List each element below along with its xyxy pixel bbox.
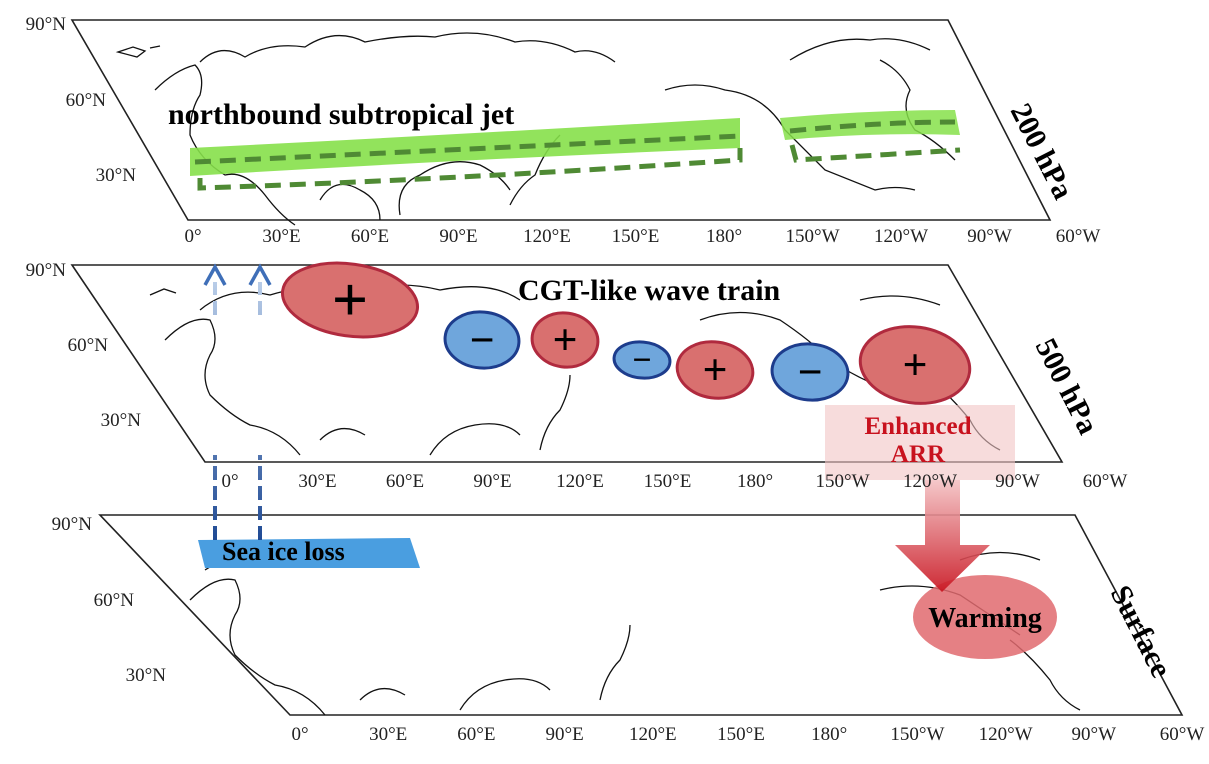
- minus-sign: −: [797, 348, 822, 397]
- negative-anomaly: −: [770, 342, 850, 402]
- anomaly-ellipse: [280, 261, 420, 339]
- lon-tick-label: 90°E: [439, 226, 477, 247]
- anomaly-ellipse: [530, 311, 600, 369]
- lon-tick-label: 60°E: [386, 471, 424, 492]
- map-frame: [70, 264, 1064, 463]
- anomaly-ellipse: [770, 342, 850, 402]
- plus-sign: +: [702, 346, 727, 395]
- lon-tick-label: 120°W: [903, 471, 957, 492]
- climatological-jet-dashed: [197, 144, 961, 191]
- level-label-surface: Surface: [1104, 580, 1178, 683]
- lon-tick-label: 30°E: [262, 226, 300, 247]
- lon-tick-label: 180°: [706, 226, 742, 247]
- negative-anomaly: −: [443, 310, 521, 370]
- arrow-up-icon: [203, 263, 272, 286]
- lat-tick-label: 90°N: [52, 514, 93, 535]
- lon-tick-label: 0°: [184, 226, 201, 247]
- lat-tick-label: 90°N: [26, 14, 67, 35]
- lon-tick-label: 150°W: [815, 471, 869, 492]
- lon-tick-label: 120°E: [523, 226, 571, 247]
- panel-surface: Sea ice loss Warming Surface: [98, 514, 1184, 716]
- jet-axis-dashed: [194, 119, 956, 165]
- positive-anomaly: +: [530, 311, 600, 369]
- lon-tick-label: 0°: [221, 471, 238, 492]
- arr-box: [825, 405, 1015, 480]
- arr-label-line1: Enhanced: [865, 413, 972, 440]
- lat-tick-label: 60°N: [94, 590, 135, 611]
- lon-tick-label: 150°E: [612, 226, 660, 247]
- lat-tick-label: 30°N: [96, 165, 137, 186]
- lon-tick-label: 120°W: [874, 226, 928, 247]
- wave-train-anomalies: + − + − + − +: [280, 261, 972, 405]
- positive-anomaly: +: [858, 325, 972, 405]
- lat-tick-label: 60°N: [66, 90, 107, 111]
- map-frame: [70, 19, 1052, 221]
- lon-tick-label: 0°: [291, 724, 308, 745]
- jet-band-eurasia: [190, 118, 740, 176]
- lon-tick-label: 60°W: [1083, 471, 1128, 492]
- lon-tick-label: 180°: [811, 724, 847, 745]
- warming-region: [913, 575, 1057, 659]
- lat-tick-label: 30°N: [126, 665, 167, 686]
- lon-tick-label: 30°E: [298, 471, 336, 492]
- lat-tick-label: 60°N: [68, 335, 109, 356]
- lon-tick-label: 60°W: [1056, 226, 1101, 247]
- axis-labels: 90°N 60°N 30°N 0° 30°E 60°E 90°E 120°E 150°E 180°…: [26, 14, 1205, 745]
- minus-sign: −: [632, 342, 651, 379]
- lon-tick-label: 120°W: [979, 724, 1033, 745]
- sea-ice-label: Sea ice loss: [222, 537, 345, 566]
- arrow-down-icon: [895, 480, 990, 592]
- anomaly-ellipse: [858, 325, 972, 405]
- positive-anomaly: +: [675, 340, 755, 400]
- plus-sign: +: [902, 341, 927, 390]
- negative-anomaly: −: [612, 340, 672, 380]
- lon-tick-label: 180°: [737, 471, 773, 492]
- lat-tick-label: 30°N: [101, 410, 142, 431]
- lon-tick-label: 90°E: [545, 724, 583, 745]
- panel-200hpa: northbound subtropical jet 200 hPa: [70, 19, 1080, 226]
- upward-propagation-arrows: [203, 263, 272, 540]
- coastlines: [115, 32, 956, 226]
- lon-tick-label: 120°E: [556, 471, 604, 492]
- minus-sign: −: [469, 316, 494, 365]
- arr-label-line2: ARR: [891, 441, 946, 468]
- anomaly-ellipse: [612, 340, 672, 380]
- lon-tick-label: 150°W: [890, 724, 944, 745]
- warming-label: Warming: [928, 603, 1042, 634]
- lon-tick-label: 90°W: [995, 471, 1040, 492]
- lon-tick-label: 90°W: [967, 226, 1012, 247]
- plus-sign: +: [552, 316, 577, 365]
- lon-tick-label: 60°E: [457, 724, 495, 745]
- lon-tick-label: 90°W: [1072, 724, 1117, 745]
- plus-sign: +: [332, 264, 368, 335]
- sea-ice-region: [198, 538, 420, 568]
- anomaly-ellipse: [443, 310, 521, 370]
- map-frame: [98, 514, 1184, 716]
- positive-anomaly: +: [280, 261, 420, 339]
- anomaly-ellipse: [675, 340, 755, 400]
- lon-tick-label: 150°E: [644, 471, 692, 492]
- lon-tick-label: 90°E: [473, 471, 511, 492]
- wave-train-label: CGT-like wave train: [518, 274, 781, 307]
- lon-tick-label: 60°E: [351, 226, 389, 247]
- jet-label: northbound subtropical jet: [168, 98, 514, 131]
- lon-tick-label: 150°E: [717, 724, 765, 745]
- panel-500hpa: CGT-like wave train + − + − + − + Enhanced ARR…: [70, 261, 1105, 480]
- lon-tick-label: 120°E: [629, 724, 677, 745]
- lon-tick-label: 30°E: [369, 724, 407, 745]
- lon-tick-label: 60°W: [1160, 724, 1205, 745]
- dashed-arrow-shafts: [213, 282, 262, 540]
- lon-tick-label: 150°W: [785, 226, 839, 247]
- lat-tick-label: 90°N: [26, 260, 67, 281]
